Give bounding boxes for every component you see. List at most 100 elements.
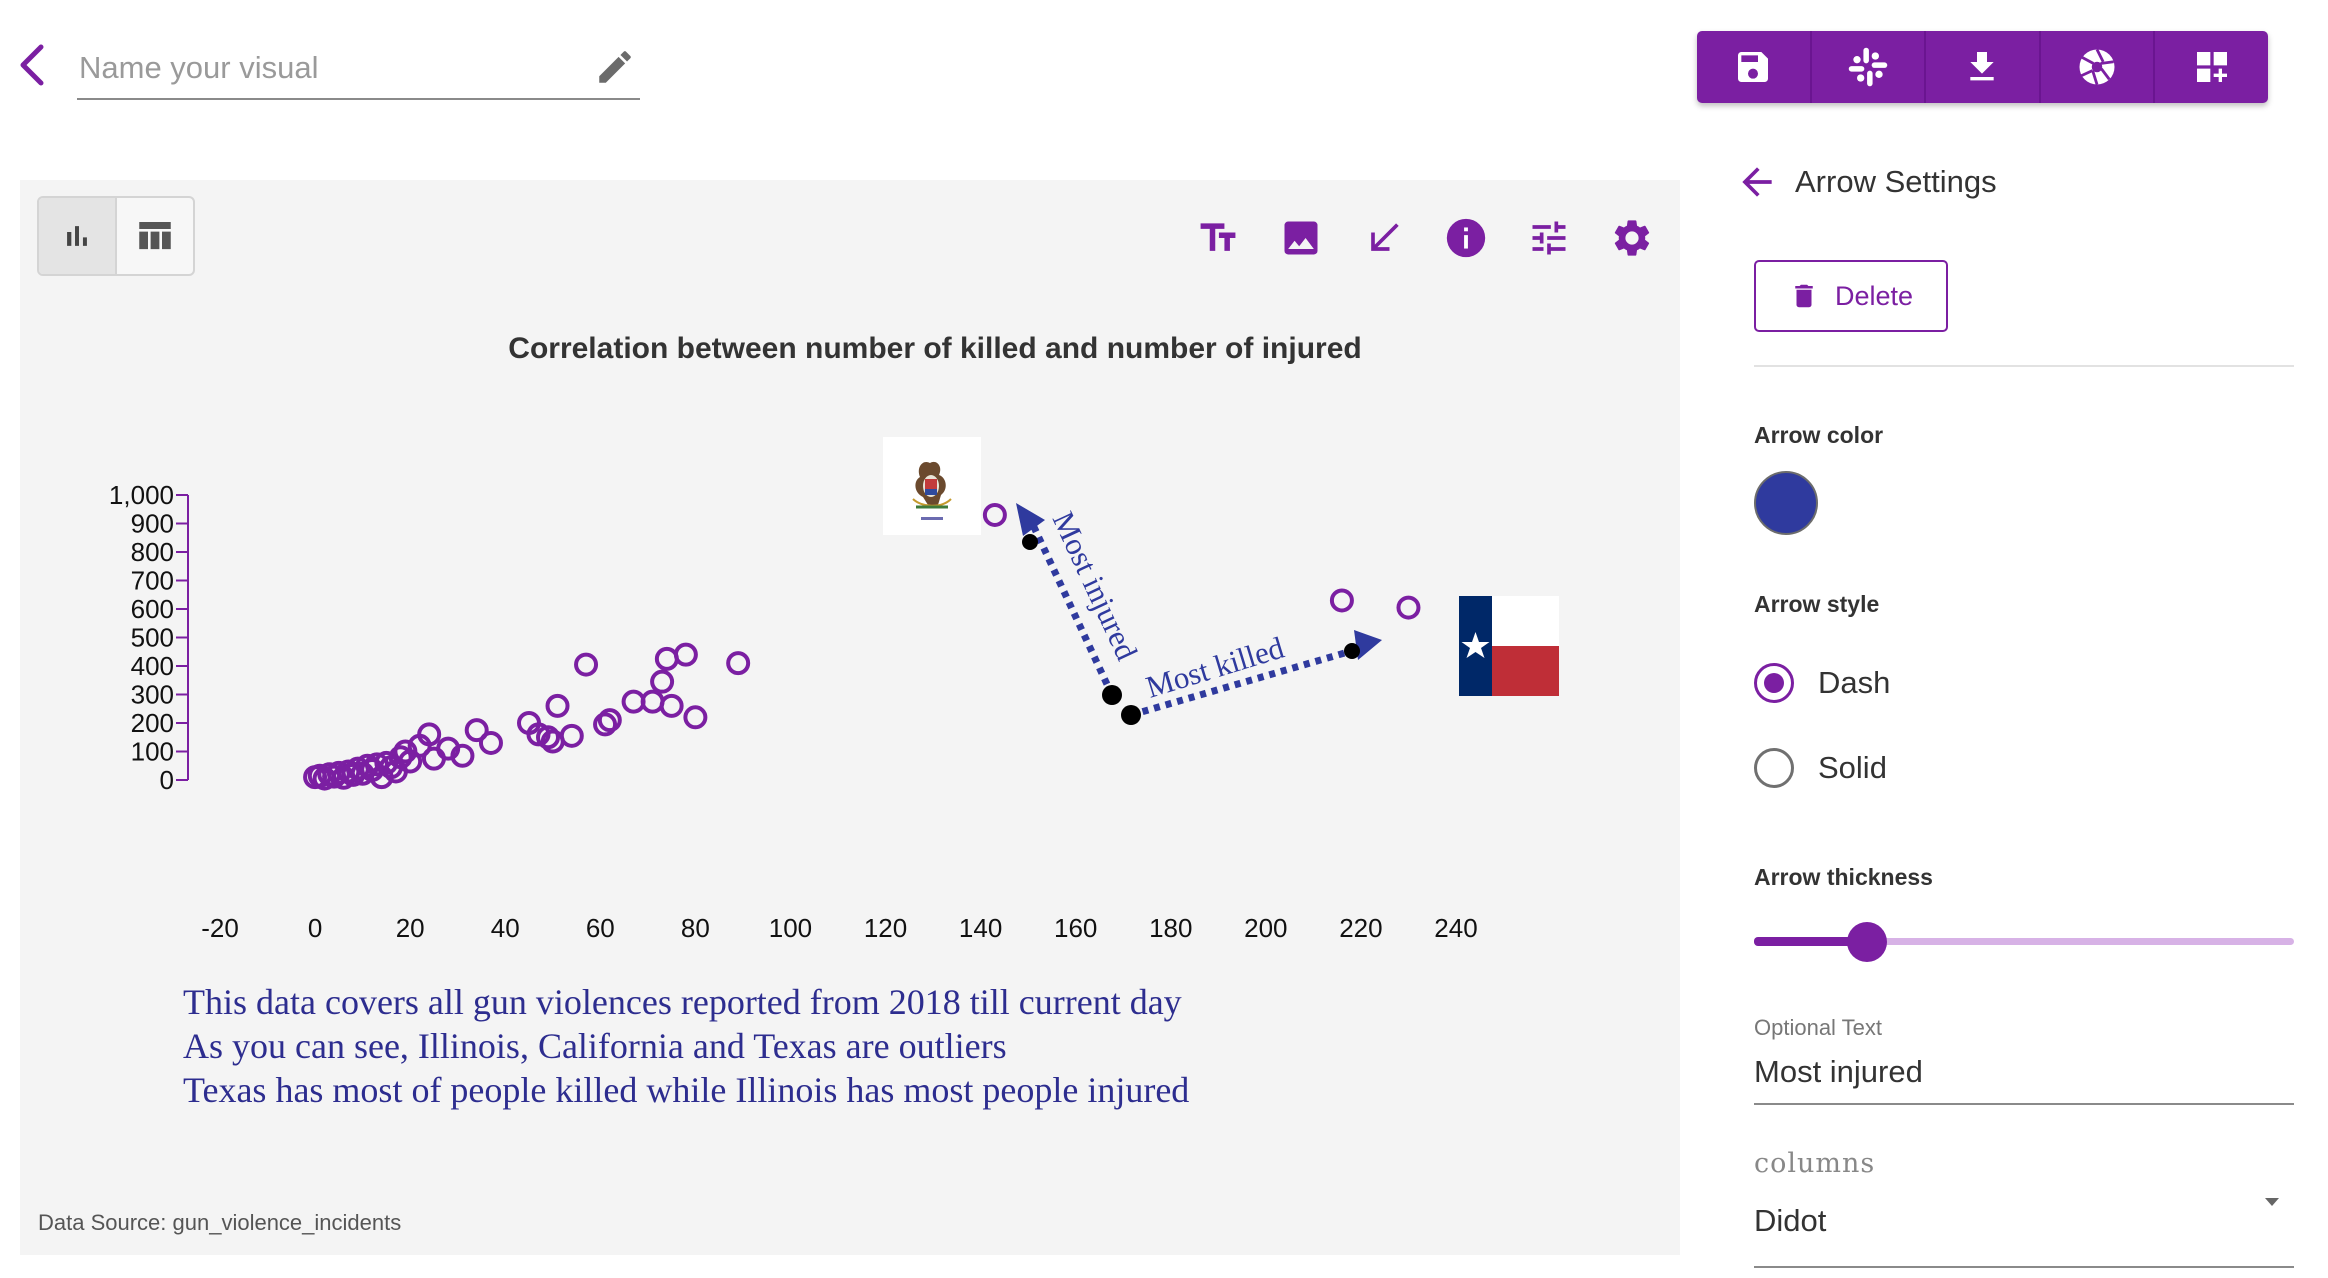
caption-line: As you can see, Illinois, California and… <box>183 1026 1007 1066</box>
text-size-icon <box>1200 223 1236 251</box>
download-icon <box>1970 52 1995 81</box>
data-point[interactable] <box>464 718 489 743</box>
chart-panel: Correlation between number of killed and… <box>20 180 1680 1255</box>
optional-text-input[interactable] <box>1754 1048 2294 1096</box>
data-point[interactable] <box>417 722 442 747</box>
arrow-icon <box>1370 223 1399 251</box>
x-tick-label: 80 <box>681 913 710 943</box>
table-view-button[interactable] <box>117 198 193 274</box>
optional-text-field[interactable]: Optional Text <box>1754 1015 2294 1105</box>
data-point[interactable] <box>1329 588 1354 613</box>
settings-divider <box>1754 365 2294 367</box>
data-point[interactable] <box>559 723 584 748</box>
download-button[interactable] <box>1926 31 2041 103</box>
data-point[interactable] <box>673 642 698 667</box>
slider-thumb[interactable] <box>1847 922 1888 962</box>
tune-button[interactable] <box>1521 210 1577 266</box>
data-point[interactable] <box>478 730 503 755</box>
data-point[interactable] <box>597 708 622 733</box>
y-tick-label: 700 <box>131 566 174 596</box>
data-point[interactable] <box>421 746 446 771</box>
data-point[interactable] <box>536 725 561 750</box>
data-point[interactable] <box>450 743 475 768</box>
style-option-solid[interactable]: Solid <box>1754 748 1887 788</box>
chart-caption[interactable]: This data covers all gun violences repor… <box>183 980 1189 1112</box>
arrow-most-injured[interactable]: Most injured <box>1016 503 1145 705</box>
style-option-dash[interactable]: Dash <box>1754 663 1890 703</box>
chart-settings-button[interactable] <box>1604 210 1660 266</box>
bar-chart-icon <box>67 226 87 246</box>
add-text-button[interactable] <box>1190 210 1246 266</box>
arrow-thickness-label: Arrow thickness <box>1754 864 1933 890</box>
chart-view-button[interactable] <box>39 198 117 274</box>
add-to-dashboard-button[interactable] <box>2155 31 2268 103</box>
data-point[interactable] <box>982 502 1007 527</box>
y-tick-label: 800 <box>131 537 174 567</box>
pencil-icon[interactable] <box>594 46 636 88</box>
data-point[interactable] <box>640 689 665 714</box>
data-point[interactable] <box>683 705 708 730</box>
image-icon <box>1284 221 1318 255</box>
arrow-color-swatch[interactable] <box>1754 471 1818 535</box>
arrow-thickness-slider[interactable] <box>1754 920 2294 964</box>
back-button[interactable] <box>10 40 54 90</box>
data-point[interactable] <box>726 651 751 676</box>
camera-shutter-icon <box>2079 48 2115 85</box>
font-select-label: columns <box>1754 1148 1876 1179</box>
radio-label: Solid <box>1818 750 1887 785</box>
slider-fill <box>1754 937 1868 946</box>
view-toggle <box>37 196 195 276</box>
visual-name-input[interactable] <box>77 40 577 96</box>
settings-title: Arrow Settings <box>1795 164 1997 199</box>
slack-icon <box>1848 47 1888 87</box>
x-tick-label: 160 <box>1054 913 1097 943</box>
caret-down-icon <box>2265 1198 2279 1206</box>
radio-dash[interactable] <box>1754 663 1794 703</box>
x-tick-label: 20 <box>396 913 425 943</box>
add-image-button[interactable] <box>1273 210 1329 266</box>
x-tick-label: 0 <box>308 913 322 943</box>
data-point[interactable] <box>1396 595 1421 620</box>
arrow-handle[interactable] <box>1022 534 1038 550</box>
arrow-left-icon[interactable] <box>1735 160 1779 204</box>
data-point[interactable] <box>621 689 646 714</box>
illinois-flag-image[interactable] <box>883 437 981 535</box>
chart-title: Correlation between number of killed and… <box>508 332 1362 365</box>
snapshot-button[interactable] <box>2041 31 2156 103</box>
arrow-handle[interactable] <box>1102 685 1122 705</box>
caption-line: Texas has most of people killed while Il… <box>183 1070 1190 1110</box>
chevron-left-icon <box>20 44 44 86</box>
add-arrow-button[interactable] <box>1356 210 1412 266</box>
optional-text-label: Optional Text <box>1754 1015 1883 1040</box>
arrow-most-killed[interactable]: Most killed <box>1121 630 1382 725</box>
arrow-handle[interactable] <box>1121 705 1141 725</box>
radio-solid[interactable] <box>1754 748 1794 788</box>
slack-share-button[interactable] <box>1812 31 1927 103</box>
data-point[interactable] <box>593 712 618 737</box>
add-widget-icon <box>2196 52 2227 82</box>
visual-name-field[interactable] <box>77 40 640 100</box>
data-point[interactable] <box>574 652 599 677</box>
x-tick-label: -20 <box>201 913 239 943</box>
tune-icon <box>1532 221 1566 255</box>
x-tick-label: 220 <box>1339 913 1382 943</box>
font-select[interactable]: columns Didot <box>1754 1148 2294 1268</box>
save-button[interactable] <box>1697 31 1812 103</box>
arrow-handle[interactable] <box>1344 643 1360 659</box>
info-button[interactable] <box>1438 210 1494 266</box>
table-icon <box>139 222 171 250</box>
texas-flag-image[interactable] <box>1459 596 1559 696</box>
caption-line: This data covers all gun violences repor… <box>183 982 1182 1022</box>
y-tick-label: 500 <box>131 623 174 653</box>
save-icon <box>1738 52 1769 82</box>
radio-label: Dash <box>1818 665 1891 700</box>
y-tick-label: 300 <box>131 680 174 710</box>
data-point[interactable] <box>545 693 570 718</box>
data-source-label: Data Source: gun_violence_incidents <box>38 1210 402 1235</box>
data-point[interactable] <box>650 669 675 694</box>
x-tick-label: 180 <box>1149 913 1192 943</box>
data-point[interactable] <box>659 693 684 718</box>
data-point[interactable] <box>654 646 679 671</box>
delete-button[interactable]: Delete <box>1754 260 1948 332</box>
